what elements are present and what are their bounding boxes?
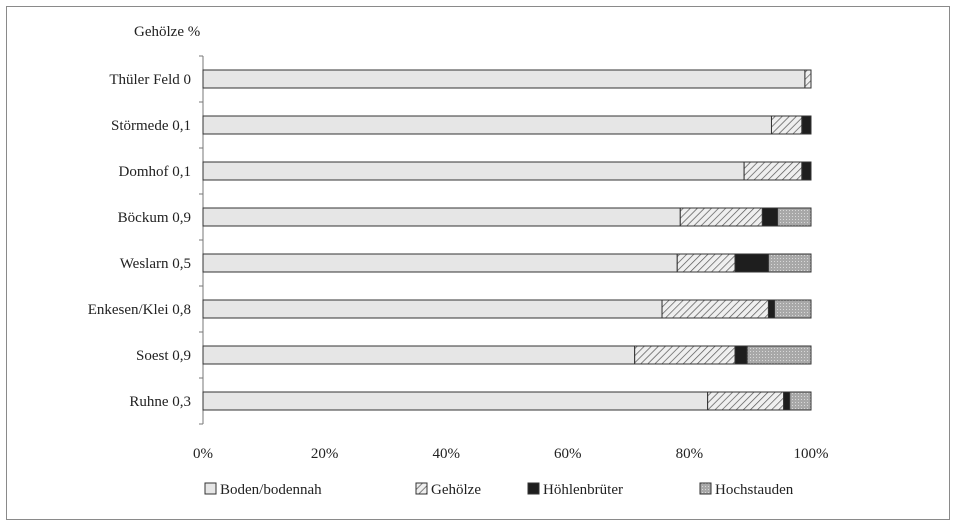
bar-segment bbox=[202, 69, 806, 89]
legend: Boden/bodennah Gehölze Höhlenbrüter Hochsta… bbox=[204, 482, 794, 498]
legend-label: Hochstauden bbox=[715, 482, 794, 498]
bar-segment bbox=[789, 391, 812, 411]
y-tick-label: Ruhne 0,3 bbox=[129, 394, 191, 410]
x-tick-label: 20% bbox=[311, 446, 339, 462]
y-tick-label: Thüler Feld 0 bbox=[109, 72, 191, 88]
bar-segment bbox=[783, 391, 791, 411]
legend-swatch bbox=[204, 482, 217, 495]
bar-segment bbox=[661, 299, 769, 319]
y-tick-label: Soest 0,9 bbox=[136, 348, 191, 364]
y-tick-label: Störmede 0,1 bbox=[111, 118, 191, 134]
y-tick-label: Böckum 0,9 bbox=[118, 210, 191, 226]
bar-segment bbox=[743, 161, 803, 181]
bar-segment bbox=[801, 115, 812, 135]
legend-swatch bbox=[699, 482, 712, 495]
bar-segment bbox=[202, 253, 678, 273]
plot-area: Thüler Feld 0 Störmede 0,1 Domhof 0,1 Böcku… bbox=[88, 55, 829, 462]
legend-label: Boden/bodennah bbox=[220, 482, 322, 498]
x-tick-label: 80% bbox=[676, 446, 704, 462]
bar-segment bbox=[801, 161, 812, 181]
x-tick-label: 0% bbox=[193, 446, 213, 462]
legend-swatch bbox=[527, 482, 540, 495]
x-tick-label: 40% bbox=[432, 446, 460, 462]
bar-segment bbox=[707, 391, 785, 411]
bar-segment bbox=[770, 115, 803, 135]
legend-label: Höhlenbrüter bbox=[543, 482, 623, 498]
bar-segment bbox=[202, 207, 681, 227]
chart-frame bbox=[6, 6, 950, 520]
bar-segment bbox=[767, 253, 812, 273]
legend-swatch bbox=[415, 482, 428, 495]
bar-segment bbox=[202, 345, 636, 365]
y-tick-label: Enkesen/Klei 0,8 bbox=[88, 302, 191, 318]
bar-segment bbox=[774, 299, 812, 319]
y-tick-label: Domhof 0,1 bbox=[119, 164, 192, 180]
bar-segment bbox=[202, 299, 663, 319]
bar-segment bbox=[767, 299, 776, 319]
bar-segment bbox=[202, 161, 745, 181]
bar-segment bbox=[634, 345, 736, 365]
bar-segment bbox=[679, 207, 763, 227]
y-tick-label: Weslarn 0,5 bbox=[120, 256, 191, 272]
legend-label: Gehölze bbox=[431, 482, 481, 498]
bar-segment bbox=[202, 391, 709, 411]
bar-segment bbox=[676, 253, 736, 273]
chart-title: Gehölze % bbox=[134, 24, 200, 40]
bar-segment bbox=[746, 345, 812, 365]
bar-segment bbox=[761, 207, 779, 227]
bar-segment bbox=[777, 207, 812, 227]
x-tick-label: 100% bbox=[794, 446, 829, 462]
bar-segment bbox=[202, 115, 772, 135]
bar-segment bbox=[734, 253, 769, 273]
bar-segment bbox=[804, 69, 812, 89]
x-tick-label: 60% bbox=[554, 446, 582, 462]
bar-segment bbox=[734, 345, 748, 365]
